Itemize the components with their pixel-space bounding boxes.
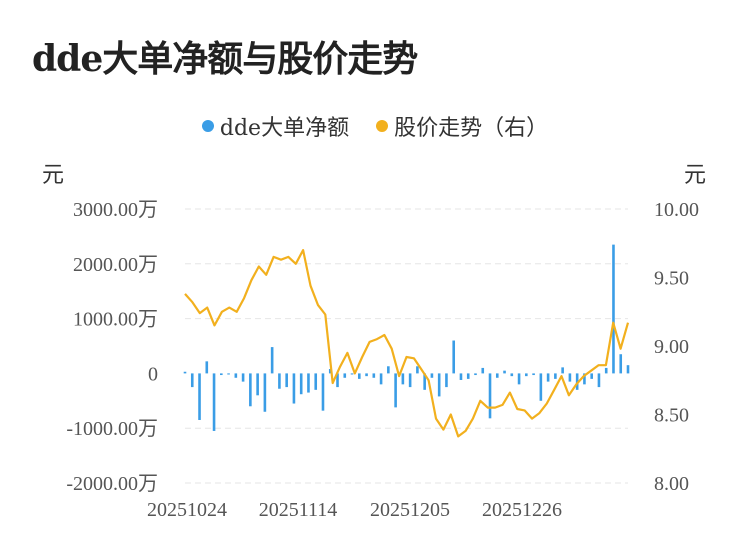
legend: dde大单净额 股价走势（右） <box>0 110 750 142</box>
dde-bar <box>387 366 390 374</box>
dde-bar <box>532 373 535 376</box>
dde-bar <box>278 373 281 389</box>
dde-bar <box>539 373 543 401</box>
right-tick-label: 9.50 <box>654 268 689 290</box>
dde-bar <box>292 373 296 404</box>
right-tick-label: 10.00 <box>654 199 699 221</box>
dde-bar <box>256 373 259 396</box>
legend-item-dde[interactable]: dde大单净额 <box>201 110 350 142</box>
dde-bar <box>583 373 586 385</box>
dde-bar <box>575 373 579 390</box>
left-tick-label: -1000.00万 <box>66 418 158 440</box>
legend-dot-price <box>376 120 389 132</box>
left-tick-label: 0 <box>148 363 158 385</box>
left-tick-label: 3000.00万 <box>73 199 158 221</box>
dde-bar <box>357 373 361 379</box>
dde-bar <box>227 373 230 375</box>
dde-bar <box>517 373 521 385</box>
dde-bar <box>336 373 339 388</box>
x-tick-label: 20251205 <box>370 499 450 521</box>
dde-bar <box>619 354 623 374</box>
dde-bar <box>437 373 441 397</box>
dde-bar <box>416 366 419 374</box>
legend-label-price: 股价走势（右） <box>394 116 549 141</box>
dde-bar <box>604 367 608 374</box>
dde-bar <box>561 367 564 374</box>
dde-bar <box>481 367 485 374</box>
dde-bar <box>423 373 426 390</box>
dde-bar <box>568 373 572 382</box>
dde-bar <box>307 373 310 393</box>
dde-bar <box>452 340 456 374</box>
dde-bar <box>270 347 274 374</box>
dde-bar <box>379 373 383 385</box>
dde-bar <box>510 373 514 377</box>
dde-bar <box>198 373 201 420</box>
left-tick-label: -2000.00万 <box>66 473 158 495</box>
dde-bar <box>183 371 187 374</box>
dde-bar <box>365 373 368 377</box>
legend-label-dde: dde大单净额 <box>219 116 350 141</box>
right-tick-label: 9.00 <box>654 336 689 358</box>
dde-bar <box>249 373 252 407</box>
dde-bar <box>597 373 601 388</box>
left-tick-label: 1000.00万 <box>73 309 158 331</box>
dde-bar <box>430 373 434 378</box>
dde-bar <box>343 373 347 378</box>
dde-bar <box>445 373 448 388</box>
dde-bar <box>321 373 325 411</box>
dde-bar <box>394 373 397 408</box>
chart-title: dde大单净额与股价走势 <box>32 38 418 80</box>
dde-bar <box>626 365 630 374</box>
dde-bar <box>459 373 463 380</box>
dde-bar <box>328 369 332 374</box>
right-tick-label: 8.50 <box>654 405 689 427</box>
dde-bar <box>612 244 615 374</box>
dde-bar <box>590 373 593 379</box>
dde-bar <box>212 373 216 431</box>
right-axis-unit: 元 <box>684 163 707 188</box>
left-axis-unit: 元 <box>42 163 65 188</box>
dde-bar <box>401 373 405 385</box>
dde-bar <box>299 373 303 395</box>
dde-bar <box>220 373 223 376</box>
dde-bar <box>408 373 412 388</box>
price-line <box>184 249 630 438</box>
right-tick-label: 8.00 <box>654 473 689 495</box>
dde-bar <box>285 373 288 388</box>
dde-bar <box>190 373 194 388</box>
dde-bar <box>554 373 557 379</box>
dde-bar <box>372 373 376 378</box>
dde-bar <box>234 373 238 378</box>
x-tick-label: 20251114 <box>259 499 338 521</box>
dde-bar <box>495 373 499 378</box>
dde-bar <box>466 373 470 379</box>
dde-bar <box>474 373 477 376</box>
dde-bar <box>546 373 550 382</box>
legend-item-price[interactable]: 股价走势（右） <box>376 110 548 142</box>
dde-bar <box>241 373 245 382</box>
left-tick-label: 2000.00万 <box>73 254 158 276</box>
legend-dot-dde <box>201 120 214 132</box>
dde-bar <box>263 373 267 412</box>
x-tick-label: 20251226 <box>482 499 562 521</box>
dde-bar <box>503 370 506 374</box>
dde-bar <box>205 361 209 374</box>
dde-bar <box>350 373 354 375</box>
dde-bar <box>314 373 318 390</box>
dde-bar <box>488 373 492 419</box>
dde-bar <box>525 373 528 377</box>
x-tick-label: 20251024 <box>147 499 227 521</box>
